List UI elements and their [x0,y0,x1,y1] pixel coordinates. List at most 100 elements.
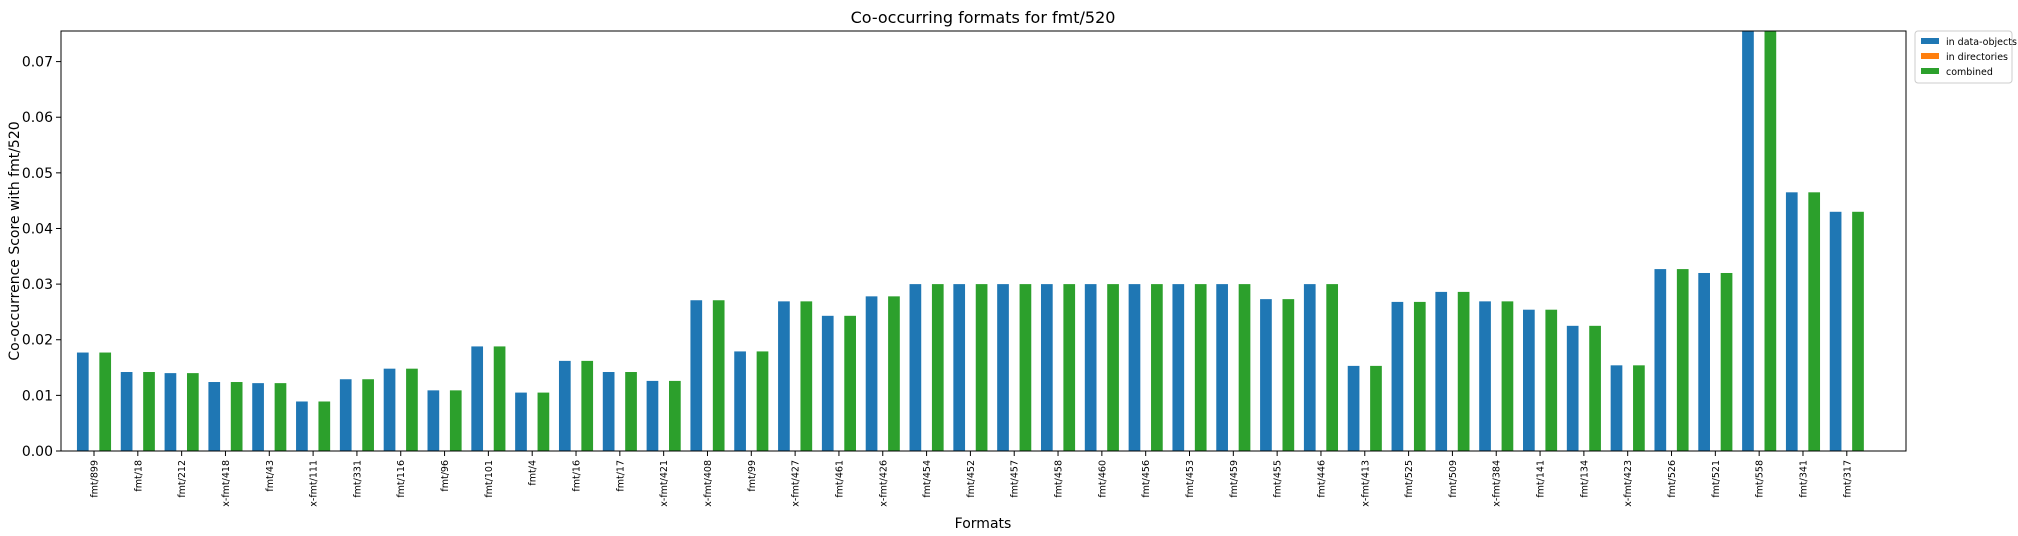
bar [1370,365,1382,451]
bar [1720,272,1733,451]
bar [1852,211,1864,451]
bar [1742,31,1754,451]
bar [1589,325,1601,451]
bar [888,296,900,451]
bar [669,380,681,451]
bar [844,315,856,451]
bar [1633,365,1645,451]
x-tick-label: fmt/521 [1711,460,1722,498]
bar [208,382,221,451]
x-tick-label: fmt/96 [440,460,451,492]
y-tick-label: 0.03 [22,277,53,293]
bar [230,382,243,451]
y-axis: 0.00 0.01 0.02 0.03 0.04 0.05 0.06 0.07 [22,55,61,460]
bar [1391,301,1404,451]
bar [1566,325,1579,451]
bar [99,352,112,451]
bar [537,392,550,451]
bar [1128,284,1141,451]
bar [1326,284,1339,451]
x-tick-label: x-fmt/423 [1623,460,1634,507]
bar [975,284,988,451]
plot-frame [60,30,1907,452]
x-tick-label: x-fmt/426 [878,460,889,507]
bar [362,379,374,451]
x-axis-label: Formats [955,516,1012,532]
x-tick-label: fmt/101 [484,460,495,498]
bar [1610,365,1623,451]
bar [318,401,331,451]
x-tick-label: fmt/525 [1404,460,1415,498]
bar [778,301,790,451]
x-tick-label: fmt/459 [1229,460,1240,498]
x-tick-label: fmt/454 [922,460,933,498]
bar [931,284,944,451]
x-tick-label: x-fmt/111 [309,460,320,507]
y-tick-label: 0.04 [22,221,53,237]
y-tick-label: 0.00 [22,444,53,460]
bar [646,380,659,451]
x-tick-label: fmt/212 [177,460,188,498]
bar [1435,291,1448,451]
x-tick-label: fmt/526 [1667,460,1678,498]
x-tick-label: x-fmt/421 [659,460,670,507]
bar [1303,284,1316,451]
x-tick-label: x-fmt/418 [221,460,232,507]
y-tick-label: 0.01 [22,388,53,404]
bar [1413,301,1426,451]
x-tick-label: fmt/456 [1141,460,1152,498]
x-tick-label: fmt/458 [1054,460,1065,498]
bar [1260,299,1272,451]
bar [1829,211,1842,451]
legend-label: in data-objects [1946,37,2017,48]
bar [800,301,813,451]
bar [252,383,264,451]
bar [558,360,571,451]
x-tick-label: x-fmt/413 [1360,460,1371,507]
x-tick-label: fmt/446 [1316,460,1327,498]
bar [953,284,966,451]
x-tick-label: fmt/134 [1579,460,1590,498]
bar [1501,301,1514,451]
y-tick-label: 0.02 [22,333,53,349]
x-axis: fmt/899 fmt/18 fmt/212 x-fmt/418 fmt/43 x-fmt… [90,451,1853,507]
bar [427,390,440,451]
legend: in data-objects in directories combined [1914,30,2017,84]
bar [471,346,484,451]
bar [1764,31,1777,451]
bar [339,379,352,451]
legend-frame [1914,30,2013,84]
x-tick-label: fmt/16 [572,460,583,492]
bar [1785,192,1798,451]
bar [1107,284,1119,451]
bar [1216,284,1228,451]
bar [1347,365,1360,451]
x-tick-label: fmt/99 [747,460,758,492]
x-tick-label: fmt/452 [966,460,977,498]
bar [1063,284,1076,451]
x-tick-label: x-fmt/427 [791,460,802,507]
bar [1808,192,1821,451]
x-tick-label: fmt/331 [352,460,363,498]
bar [186,373,199,451]
bar [1523,309,1535,451]
bar [1282,299,1295,451]
bar [449,390,462,451]
bar [734,351,746,451]
bar [274,383,287,451]
y-tick-label: 0.05 [22,166,53,182]
x-tick-label: fmt/18 [133,460,144,492]
bar [1676,269,1689,451]
x-tick-label: fmt/455 [1273,460,1284,498]
bar [1194,284,1207,451]
bar [143,372,155,451]
x-tick-label: fmt/899 [90,460,101,498]
bar [1040,284,1053,451]
bar [296,401,308,451]
x-tick-label: fmt/43 [265,460,276,492]
x-tick-label: x-fmt/408 [703,460,714,507]
bar [602,372,615,451]
chart-title: Co-occurring formats for fmt/520 [851,8,1116,27]
bar [712,300,725,451]
